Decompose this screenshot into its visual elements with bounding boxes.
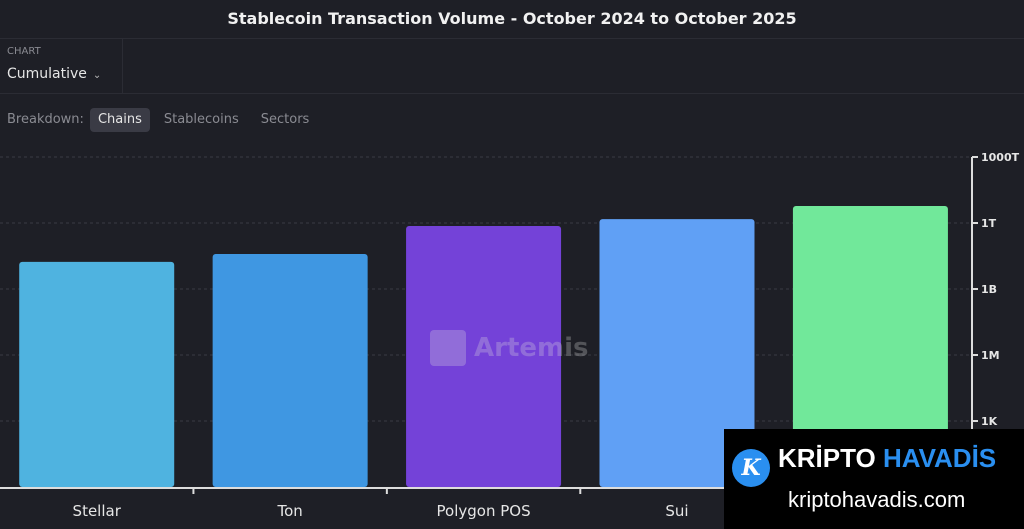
brand-white: KRİPTO	[778, 443, 876, 473]
bar-stellar	[19, 261, 175, 487]
watermark-text: Artemis	[474, 333, 589, 363]
kriptohavadis-logo-icon: K	[732, 449, 770, 487]
tab-chains[interactable]: Chains	[89, 108, 150, 132]
bar-unlabeled	[792, 206, 948, 487]
x-tick-label: Polygon POS	[437, 502, 531, 520]
chart-type-value: Cumulative	[7, 66, 87, 82]
brand-url: kriptohavadis.com	[788, 487, 966, 512]
divider	[0, 38, 1024, 39]
y-tick-label: 1B	[981, 283, 997, 296]
kriptohavadis-overlay: K KRİPTO HAVADİS kriptohavadis.com	[724, 429, 1024, 529]
artemis-watermark: Artemis	[430, 330, 589, 366]
brand-name: KRİPTO HAVADİS	[778, 443, 996, 473]
x-tick-label: Ton	[276, 502, 302, 520]
breakdown-tabs: Breakdown: Chains Stablecoins Sectors	[7, 108, 317, 132]
tab-sectors[interactable]: Sectors	[260, 112, 310, 127]
x-tick-label: Stellar	[73, 502, 122, 520]
y-tick-label: 1M	[981, 349, 1000, 362]
y-tick-label: 1000T	[981, 151, 1020, 164]
y-tick-label: 1K	[981, 415, 998, 428]
bar-sui	[599, 219, 755, 488]
divider	[0, 93, 1024, 94]
artemis-logo-icon	[430, 330, 466, 366]
chart-type-dropdown[interactable]: Cumulative ⌄	[7, 65, 101, 85]
bar-ton	[212, 253, 368, 487]
brand-blue: HAVADİS	[883, 443, 997, 473]
bar-polygon-pos	[406, 226, 562, 487]
chart-title: Stablecoin Transaction Volume - October …	[227, 9, 797, 28]
breakdown-label: Breakdown:	[7, 112, 84, 127]
x-tick-label: Sui	[665, 502, 688, 520]
divider	[122, 38, 123, 94]
y-tick-label: 1T	[981, 217, 997, 230]
chart-type-label: CHART	[7, 46, 41, 57]
chevron-down-icon: ⌄	[92, 70, 102, 81]
tab-stablecoins[interactable]: Stablecoins	[163, 112, 239, 127]
